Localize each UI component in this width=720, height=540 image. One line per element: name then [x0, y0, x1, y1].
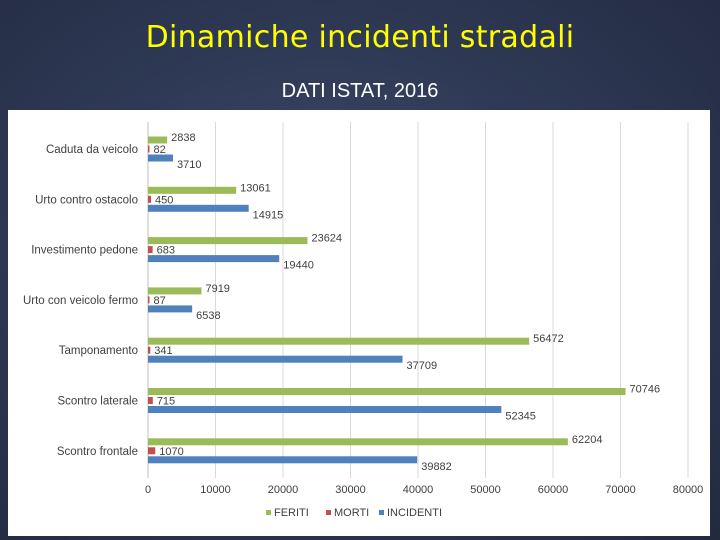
bar-incidenti — [148, 154, 174, 162]
data-label-incidenti: 6538 — [196, 310, 220, 322]
x-tick-label: 80000 — [673, 484, 704, 496]
data-label-morti: 683 — [157, 245, 175, 257]
data-label-feriti: 70746 — [630, 384, 661, 396]
bar-feriti — [148, 186, 237, 194]
data-label-morti: 450 — [155, 194, 173, 206]
legend-swatch-incidenti — [379, 510, 384, 515]
category-label: Caduta da veicolo — [46, 144, 138, 156]
category-label: Tamponamento — [59, 345, 138, 357]
bar-feriti — [148, 438, 568, 446]
x-tick-label: 10000 — [200, 484, 231, 496]
bar-feriti — [148, 287, 202, 295]
data-label-morti: 715 — [157, 396, 175, 408]
data-label-morti: 341 — [154, 345, 172, 357]
bar-morti — [148, 246, 153, 254]
bar-morti — [148, 397, 153, 404]
data-label-morti: 82 — [154, 144, 166, 156]
bar-incidenti — [148, 456, 418, 464]
data-label-morti: 1070 — [159, 446, 183, 458]
data-label-feriti: 56472 — [533, 333, 564, 345]
bar-morti — [148, 296, 150, 304]
x-tick-label: 60000 — [538, 484, 569, 496]
legend-swatch-feriti — [266, 510, 271, 515]
x-tick-label: 30000 — [335, 484, 366, 496]
category-label: Scontro frontale — [57, 446, 138, 458]
data-label-feriti: 13061 — [240, 182, 271, 194]
category-label: Urto con veicolo fermo — [23, 295, 138, 307]
data-label-incidenti: 39882 — [421, 461, 452, 473]
bar-incidenti — [148, 406, 502, 413]
data-label-incidenti: 3710 — [177, 159, 201, 171]
bar-feriti — [148, 237, 308, 245]
category-label: Urto contro ostacolo — [35, 194, 138, 206]
data-label-incidenti: 19440 — [283, 260, 314, 272]
data-label-incidenti: 52345 — [505, 411, 536, 423]
data-label-morti: 87 — [154, 295, 166, 307]
bar-incidenti — [148, 255, 280, 263]
bar-incidenti — [148, 355, 403, 363]
data-label-feriti: 2838 — [171, 132, 195, 144]
chart-subtitle: DATI ISTAT, 2016 — [281, 80, 439, 102]
category-label: Scontro laterale — [57, 396, 138, 408]
x-tick-label: 70000 — [605, 484, 636, 496]
bar-chart: 0 10000 20000 30000 40000 50000 60000 70000 8000… — [23, 122, 704, 519]
bar-morti — [148, 145, 150, 153]
legend-swatch-morti — [326, 510, 331, 515]
legend-label-feriti: FERITI — [274, 507, 309, 519]
data-label-feriti: 62204 — [572, 434, 603, 446]
data-label-incidenti: 14915 — [253, 209, 284, 221]
bar-incidenti — [148, 204, 249, 212]
category-label: Investimento pedone — [31, 245, 138, 257]
bar-incidenti — [148, 305, 193, 313]
x-tick-label: 0 — [145, 484, 151, 496]
bar-feriti — [148, 388, 626, 395]
data-label-feriti: 7919 — [205, 283, 229, 295]
slide-title: Dinamiche incidenti stradali — [145, 20, 575, 55]
legend-label-incidenti: INCIDENTI — [387, 507, 442, 519]
bar-feriti — [148, 337, 530, 345]
bar-morti — [148, 195, 152, 203]
x-tick-label: 50000 — [470, 484, 501, 496]
bar-morti — [148, 346, 151, 354]
bar-morti — [148, 447, 156, 455]
data-label-incidenti: 37709 — [407, 360, 438, 372]
data-label-feriti: 23624 — [311, 233, 342, 245]
x-tick-label: 20000 — [268, 484, 299, 496]
chart-panel: 0 10000 20000 30000 40000 50000 60000 70000 8000… — [8, 110, 710, 536]
x-tick-label: 40000 — [403, 484, 434, 496]
legend-label-morti: MORTI — [334, 507, 369, 519]
bar-feriti — [148, 136, 168, 144]
